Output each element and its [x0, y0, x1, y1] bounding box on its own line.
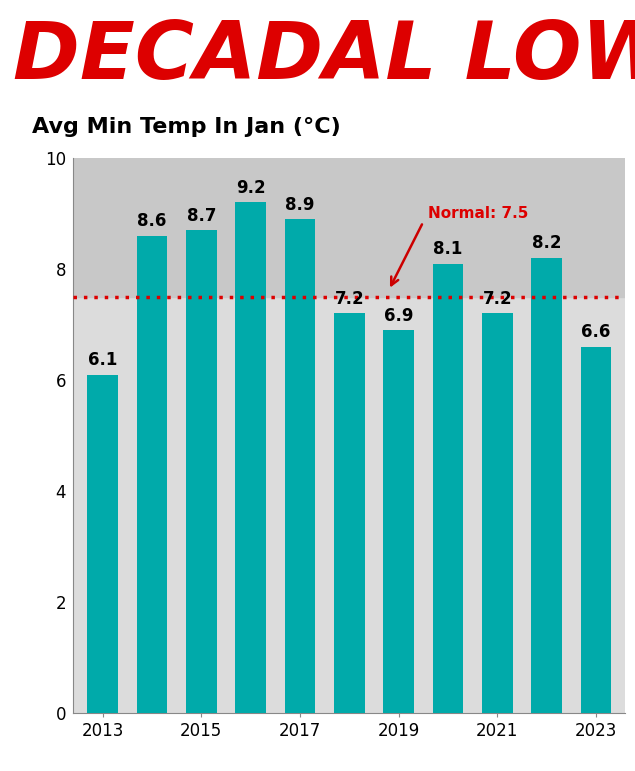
Text: 8.2: 8.2 — [531, 234, 561, 252]
Text: 8.7: 8.7 — [187, 207, 216, 224]
Bar — [186, 231, 217, 713]
Text: 9.2: 9.2 — [236, 179, 265, 197]
Bar — [137, 236, 167, 713]
Bar — [236, 203, 266, 713]
Text: 7.2: 7.2 — [335, 290, 364, 308]
Text: 8.6: 8.6 — [137, 212, 166, 231]
Text: 8.9: 8.9 — [285, 196, 315, 214]
Text: 6.9: 6.9 — [384, 307, 413, 325]
Text: Normal: 7.5: Normal: 7.5 — [428, 206, 528, 221]
Text: 8.1: 8.1 — [433, 240, 462, 258]
Bar — [531, 258, 562, 713]
Text: 7.2: 7.2 — [483, 290, 512, 308]
Text: DECADAL LOW: DECADAL LOW — [13, 19, 635, 96]
Bar — [88, 375, 118, 713]
Bar — [334, 314, 364, 713]
Bar — [482, 314, 512, 713]
Bar — [284, 219, 315, 713]
Text: 6.1: 6.1 — [88, 351, 117, 369]
Bar — [580, 347, 611, 713]
Bar — [432, 264, 463, 713]
Text: Avg Min Temp In Jan (°C): Avg Min Temp In Jan (°C) — [32, 117, 340, 137]
Bar — [73, 158, 625, 297]
Bar — [384, 330, 414, 713]
Text: 6.6: 6.6 — [581, 323, 611, 342]
